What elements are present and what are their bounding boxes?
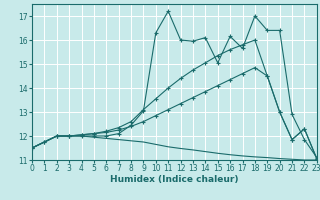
X-axis label: Humidex (Indice chaleur): Humidex (Indice chaleur) [110, 175, 239, 184]
